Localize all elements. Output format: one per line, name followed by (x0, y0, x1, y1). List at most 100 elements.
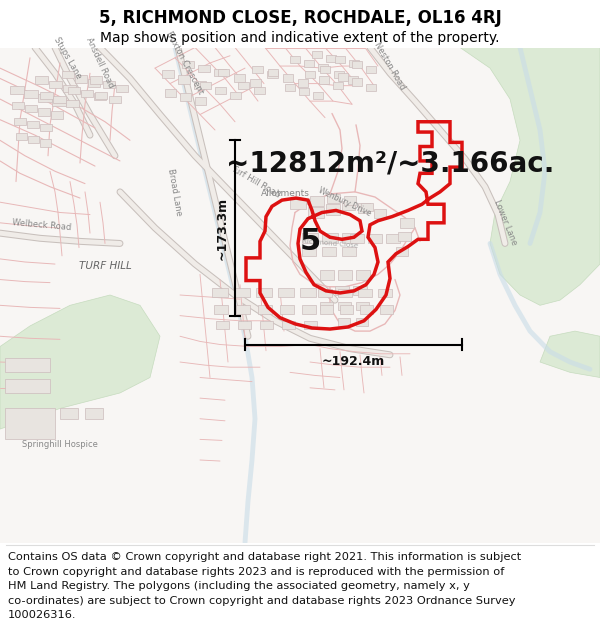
Polygon shape (396, 246, 408, 256)
Polygon shape (313, 92, 323, 99)
Polygon shape (198, 65, 210, 72)
Polygon shape (326, 55, 336, 62)
Polygon shape (290, 56, 300, 63)
Polygon shape (356, 270, 370, 279)
Polygon shape (312, 51, 322, 58)
Polygon shape (238, 321, 251, 329)
Polygon shape (398, 232, 411, 241)
Polygon shape (380, 305, 393, 314)
Polygon shape (40, 124, 52, 131)
Text: co-ordinates) are subject to Crown copyright and database rights 2023 Ordnance S: co-ordinates) are subject to Crown copyr… (8, 596, 515, 606)
Text: Ansdell Road: Ansdell Road (85, 36, 116, 89)
Polygon shape (333, 81, 343, 89)
Polygon shape (460, 48, 600, 305)
Polygon shape (335, 286, 349, 295)
Polygon shape (214, 305, 228, 314)
Polygon shape (305, 71, 315, 78)
Polygon shape (5, 358, 50, 372)
Polygon shape (234, 74, 245, 81)
Polygon shape (24, 90, 38, 98)
Polygon shape (53, 96, 66, 103)
Polygon shape (68, 87, 80, 94)
Polygon shape (81, 90, 93, 97)
Polygon shape (268, 69, 278, 76)
Polygon shape (344, 196, 356, 205)
Text: 5: 5 (299, 227, 320, 256)
Polygon shape (326, 204, 340, 214)
Polygon shape (38, 94, 52, 102)
Polygon shape (308, 208, 324, 217)
Text: HM Land Registry. The polygons (including the associated geometry, namely x, y: HM Land Registry. The polygons (includin… (8, 581, 470, 591)
Text: Broad Lane: Broad Lane (166, 168, 184, 216)
Polygon shape (90, 76, 102, 84)
Polygon shape (52, 98, 66, 106)
Polygon shape (338, 289, 352, 297)
Polygon shape (361, 203, 373, 211)
Text: Springhill Hospice: Springhill Hospice (22, 440, 98, 449)
Text: ~12812m²/~3.166ac.: ~12812m²/~3.166ac. (226, 149, 554, 177)
Polygon shape (280, 305, 294, 314)
Polygon shape (195, 97, 206, 105)
Polygon shape (51, 111, 63, 119)
Polygon shape (366, 66, 376, 73)
Text: 5, RICHMOND CLOSE, ROCHDALE, OL16 4RJ: 5, RICHMOND CLOSE, ROCHDALE, OL16 4RJ (98, 9, 502, 26)
Text: Allotments: Allotments (260, 189, 310, 199)
Polygon shape (360, 305, 373, 314)
Polygon shape (342, 246, 356, 256)
Polygon shape (214, 69, 226, 76)
Polygon shape (340, 305, 353, 314)
Polygon shape (49, 81, 62, 88)
Polygon shape (62, 71, 74, 78)
Polygon shape (250, 79, 261, 87)
Text: ~173.3m: ~173.3m (216, 196, 229, 259)
Polygon shape (25, 105, 37, 112)
Polygon shape (215, 87, 226, 94)
Polygon shape (283, 74, 293, 81)
Polygon shape (335, 56, 345, 63)
Polygon shape (348, 76, 358, 84)
Polygon shape (386, 234, 400, 243)
Polygon shape (320, 302, 333, 311)
Polygon shape (322, 233, 338, 243)
Polygon shape (5, 379, 50, 393)
Polygon shape (352, 78, 362, 86)
Polygon shape (260, 321, 273, 329)
Polygon shape (282, 321, 295, 329)
Text: Welbeck Road: Welbeck Road (12, 217, 72, 232)
Polygon shape (116, 84, 128, 92)
Text: 100026316.: 100026316. (8, 610, 76, 620)
Polygon shape (238, 81, 249, 89)
Polygon shape (342, 233, 358, 243)
Polygon shape (216, 321, 229, 329)
Polygon shape (338, 73, 348, 81)
Polygon shape (75, 76, 87, 82)
Polygon shape (194, 81, 206, 89)
Polygon shape (368, 234, 382, 243)
Polygon shape (322, 246, 336, 256)
Polygon shape (66, 100, 79, 107)
Text: to Crown copyright and database rights 2023 and is reproduced with the permissio: to Crown copyright and database rights 2… (8, 567, 504, 577)
Polygon shape (302, 305, 316, 314)
Polygon shape (38, 108, 50, 116)
Text: Neston Road: Neston Road (373, 41, 407, 91)
Polygon shape (358, 203, 370, 212)
Polygon shape (60, 409, 78, 419)
Polygon shape (300, 288, 316, 297)
Polygon shape (95, 92, 107, 99)
Polygon shape (318, 64, 328, 71)
Polygon shape (236, 305, 250, 314)
Polygon shape (352, 61, 362, 68)
Polygon shape (358, 289, 372, 297)
Polygon shape (109, 96, 121, 103)
Text: ~192.4m: ~192.4m (322, 355, 385, 367)
Text: Richmond Close: Richmond Close (302, 238, 358, 249)
Polygon shape (400, 217, 414, 228)
Polygon shape (310, 196, 324, 206)
Polygon shape (88, 79, 100, 87)
Polygon shape (14, 118, 26, 125)
Text: TURF HILL: TURF HILL (79, 261, 131, 271)
Polygon shape (180, 93, 191, 101)
Polygon shape (178, 76, 190, 84)
Text: Contains OS data © Crown copyright and database right 2021. This information is : Contains OS data © Crown copyright and d… (8, 552, 521, 562)
Polygon shape (338, 318, 350, 326)
